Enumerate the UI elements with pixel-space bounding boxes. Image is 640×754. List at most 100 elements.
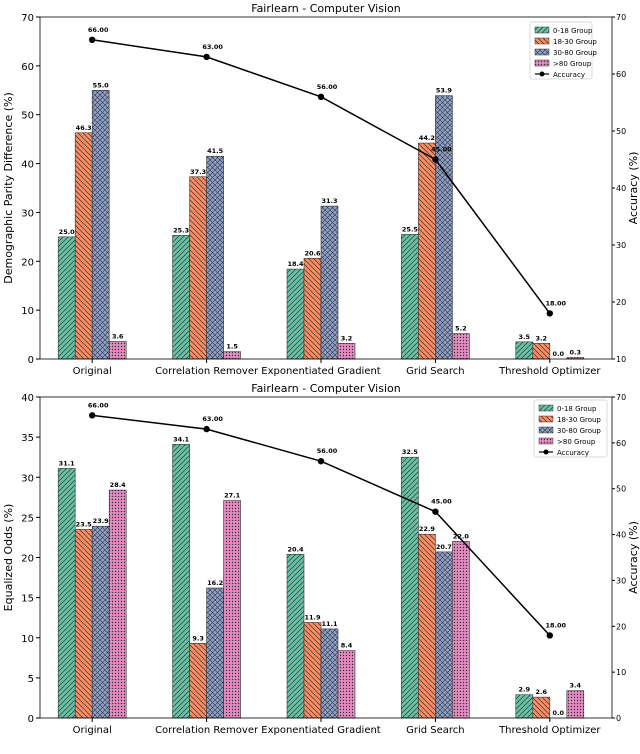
- y2-tick-label: 60: [616, 70, 626, 79]
- y2-tick-label: 40: [616, 184, 626, 193]
- bar-value-label: 20.6: [304, 249, 321, 257]
- accuracy-value-label: 66.00: [88, 26, 109, 34]
- bar-0-18-group: [57, 468, 76, 719]
- bar-value-label: 32.5: [402, 448, 419, 456]
- bar-value-label: 31.3: [321, 197, 337, 205]
- bar-value-label: 3.5: [519, 333, 531, 341]
- bar-value-label: 9.3: [192, 634, 204, 642]
- bar-value-label: 20.7: [436, 543, 452, 551]
- bar-value-label: 22.9: [419, 525, 436, 533]
- x-tick-label: Exponentiated Gradient: [261, 366, 381, 377]
- bar-value-label: 23.5: [76, 520, 93, 528]
- y-tick-label: 40: [21, 160, 34, 171]
- accuracy-point: [89, 412, 96, 419]
- y2-tick-label: 20: [616, 298, 626, 307]
- legend-swatch: [538, 404, 554, 412]
- y-tick-label: 60: [21, 62, 34, 73]
- bar-value-label: 23.9: [93, 517, 110, 525]
- accuracy-value-label: 56.00: [317, 447, 338, 455]
- bar-value-label: 5.2: [455, 325, 467, 333]
- y-tick-label: 0: [28, 355, 34, 366]
- bar-value-label: 3.6: [112, 332, 124, 340]
- legend-label: Accuracy: [557, 449, 589, 457]
- legend-marker: [539, 71, 545, 77]
- bar-value-label: 55.0: [93, 81, 110, 89]
- y-tick-label: 10: [21, 634, 34, 645]
- legend-swatch: [534, 59, 550, 67]
- bar-18-30-group: [532, 696, 551, 719]
- bar--80-group: [337, 343, 356, 360]
- bar-30-80-group: [320, 628, 339, 719]
- bar-18-30-group: [303, 258, 322, 360]
- y-tick-label: 25: [21, 513, 34, 524]
- y-tick-label: 5: [28, 674, 34, 685]
- x-tick-label: Threshold Optimizer: [498, 366, 601, 377]
- bar-value-label: 11.9: [304, 614, 321, 622]
- legend-swatch: [534, 26, 550, 34]
- legend-label: 0-18 Group: [553, 27, 593, 35]
- accuracy-point: [546, 310, 553, 317]
- bar-30-80-group: [206, 155, 224, 360]
- y2-tick-label: 70: [616, 393, 626, 402]
- bar-value-label: 53.9: [436, 87, 453, 95]
- legend-label: Accuracy: [553, 71, 585, 79]
- bar-30-80-group: [91, 89, 110, 360]
- y-tick-label: 20: [21, 257, 34, 268]
- y2-tick-label: 10: [616, 355, 626, 364]
- y2-tick-label: 30: [616, 576, 626, 585]
- y-tick-label: 20: [21, 554, 34, 565]
- y2-tick-label: 30: [616, 241, 626, 250]
- y2-axis-label: Accuracy (%): [627, 521, 640, 594]
- bar-value-label: 27.1: [224, 492, 241, 500]
- bar-18-30-group: [532, 343, 551, 360]
- bar-30-80-group: [435, 551, 453, 719]
- bar-value-label: 28.4: [110, 481, 127, 489]
- legend: 0-18 Group 18-30 Group 30-80 Group >80 Grou…: [533, 399, 608, 458]
- bar-0-18-group: [515, 694, 534, 719]
- y2-axis-label: Accuracy (%): [627, 152, 640, 225]
- bar--80-group: [108, 489, 127, 719]
- x-tick-label: Threshold Optimizer: [498, 725, 601, 736]
- bar-value-label: 41.5: [207, 147, 224, 155]
- chart-title: Fairlearn - Computer Vision: [251, 382, 401, 395]
- y2-tick-label: 40: [616, 531, 626, 540]
- bar--80-group: [223, 500, 241, 719]
- bar-value-label: 25.5: [402, 225, 419, 233]
- bar--80-group: [452, 541, 470, 719]
- x-tick-label: Original: [73, 725, 112, 736]
- bar-0-18-group: [286, 553, 305, 719]
- y2-tick-label: 50: [616, 127, 626, 136]
- legend-label: 18-30 Group: [553, 38, 597, 46]
- legend-swatch: [538, 426, 554, 434]
- bar-value-label: 22.0: [453, 532, 470, 540]
- bar--80-group: [566, 690, 585, 719]
- bar-30-80-group: [320, 205, 339, 360]
- accuracy-point: [432, 508, 439, 515]
- chart-1: Fairlearn - Computer Vision 31.1 34.1 20.4 3…: [2, 382, 640, 736]
- x-tick-label: Grid Search: [406, 725, 465, 736]
- bar-30-80-group: [435, 95, 453, 360]
- legend-label: 30-80 Group: [557, 427, 601, 435]
- bar--80-group: [452, 333, 470, 360]
- legend: 0-18 Group 18-30 Group 30-80 Group >80 Grou…: [529, 21, 597, 80]
- legend-label: 18-30 Group: [557, 416, 601, 424]
- bar--80-group: [223, 351, 241, 360]
- bar-18-30-group: [189, 176, 207, 360]
- bar-0-18-group: [515, 341, 534, 360]
- legend-swatch: [534, 48, 550, 56]
- bar-value-label: 18.4: [287, 260, 304, 268]
- y2-tick-label: 70: [616, 13, 626, 22]
- bar-value-label: 34.1: [173, 435, 190, 443]
- legend-swatch: [538, 415, 554, 423]
- legend-swatch: [534, 37, 550, 45]
- x-tick-label: Correlation Remover: [155, 725, 259, 736]
- accuracy-value-label: 63.00: [202, 43, 223, 51]
- bar-0-18-group: [286, 268, 305, 360]
- y-tick-label: 0: [28, 714, 34, 725]
- bar--80-group: [337, 650, 356, 719]
- accuracy-value-label: 45.00: [431, 146, 452, 154]
- bar-value-label: 3.4: [570, 682, 582, 690]
- accuracy-value-label: 56.00: [317, 83, 338, 91]
